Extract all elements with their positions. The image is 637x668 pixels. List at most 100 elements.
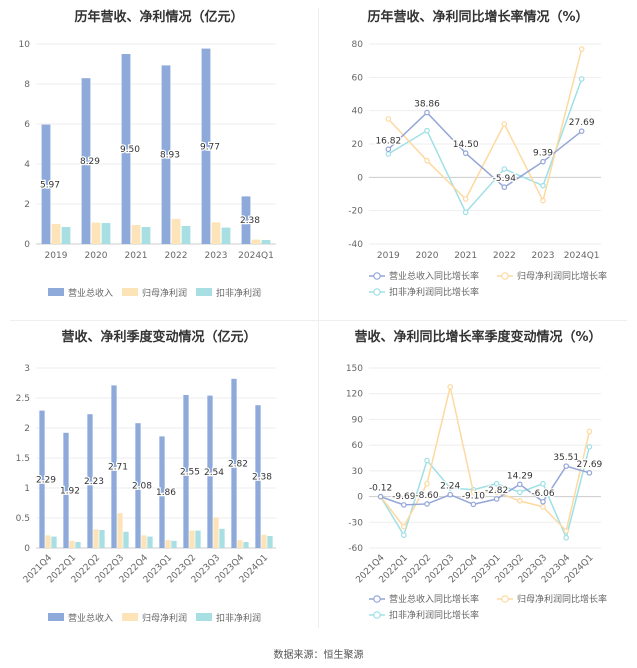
chart-title: 历年营收、净利同比增长率情况（%） [367,10,589,25]
data-label: -9.10 [462,491,486,501]
legend-label: 归母净利润 [142,612,187,624]
data-label: -5.94 [493,174,517,184]
x-tick-label: 2020 [85,251,108,261]
bar [161,65,171,245]
legend-marker [373,595,381,603]
legend-marker [501,272,509,280]
bar [63,432,69,548]
data-point [424,109,430,116]
bar [87,414,93,548]
data-label: 14.50 [453,140,479,150]
y-tick-label: 30 [352,467,364,477]
y-tick-label: 60 [352,441,364,451]
bar [81,78,91,244]
chart-annual-revenue-profit-svg: 0 2 4 6 8 10 2019 2020 2021 2022 2023 2024Q1 5.97 8.2… [19,40,276,299]
x-tick-label: 2020 [416,251,439,261]
y-tick-label: 80 [352,40,364,50]
data-point [493,496,500,502]
horizontal-divider [10,320,627,321]
data-point [540,498,546,505]
legend-marker [373,272,381,280]
data-point [501,166,508,172]
chart-annual-revenue-profit: 历年营收、净利情况（亿元） 0 2 4 6 8 10 2019 2020 2021 2022 202… [0,0,318,320]
data-point [462,196,469,202]
data-point [377,493,384,500]
bar [213,517,219,548]
data-point [578,128,585,134]
chart-annual-growth-rate-svg: -40 -20 0 20 40 60 80 2019 2020 2021 2022 2023 2024Q… [348,40,607,298]
x-tick-label: 2021 [454,251,477,261]
data-point [401,523,407,530]
bar [267,536,273,548]
data-label: 9.77 [200,142,220,152]
bar [171,540,177,548]
data-label: 8.29 [80,157,100,167]
data-label: 2.24 [440,482,460,492]
bar [91,222,101,244]
legend-label: 归母净利润同比增长率 [517,593,607,605]
y-tick-label: -60 [348,544,363,554]
bar [207,395,213,548]
x-tick-label: 2023 [532,251,555,261]
y-tick-label: 1.5 [16,454,30,464]
x-tick-label: 2022 [493,251,516,261]
data-point [563,528,570,534]
data-label: -6.06 [531,489,555,499]
bar [195,530,201,548]
bar [237,540,243,548]
bar [255,405,261,548]
y-tick-label: 0 [24,240,30,250]
x-tick-label: 2024Q1 [238,251,274,261]
bar [111,385,117,548]
y-tick-label: 40 [352,107,364,117]
chart-quarterly-revenue-profit: 营收、净利季度变动情况（亿元） 0 0.5 1 1.5 2 2.5 3 2021Q4 2022Q… [0,320,318,640]
y-tick-label: 150 [346,364,363,374]
bar [147,536,153,548]
legend-swatch [122,613,138,621]
legend-label: 营业总收入 [68,287,113,299]
bar [189,530,195,548]
bar [219,528,225,548]
bar [69,540,75,548]
data-label: 16.82 [375,136,401,146]
data-point [462,150,469,156]
data-label: 2.55 [180,468,200,478]
bar [211,222,221,244]
legend-swatch [122,288,138,296]
data-label: 2.38 [252,473,272,483]
bar [75,542,81,548]
bar [45,535,51,548]
data-label: 9.39 [533,149,553,159]
data-label: 1.86 [156,488,176,498]
data-point [447,491,454,498]
data-source: 数据来源：恒生聚源 [273,650,364,661]
y-tick-label: 90 [352,415,364,425]
bar [123,531,129,548]
y-tick-label: 2 [24,200,30,210]
data-point [563,534,570,541]
data-label: 2.71 [108,463,128,473]
legend-label: 归母净利润 [142,287,187,299]
legend-marker [373,288,381,296]
data-point [540,480,546,487]
legend-swatch [48,288,64,296]
data-label: 2.29 [36,475,56,485]
bar [99,530,105,548]
bar [135,423,141,548]
data-label: 2.82 [228,459,248,469]
y-tick-label: -40 [348,240,363,250]
data-point [462,209,469,216]
series-line [387,111,583,189]
data-point [401,532,407,538]
data-point [447,384,454,390]
y-tick-label: 120 [346,390,363,400]
bar [243,542,249,548]
x-tick-label: 2019 [377,251,400,261]
bar [201,48,211,244]
legend-swatch [196,288,212,296]
data-label: 5.97 [40,180,60,190]
y-tick-label: 8 [24,80,30,90]
data-label: 2.08 [132,482,152,492]
x-tick-label: 2019 [45,251,68,261]
y-tick-label: -20 [348,207,363,217]
